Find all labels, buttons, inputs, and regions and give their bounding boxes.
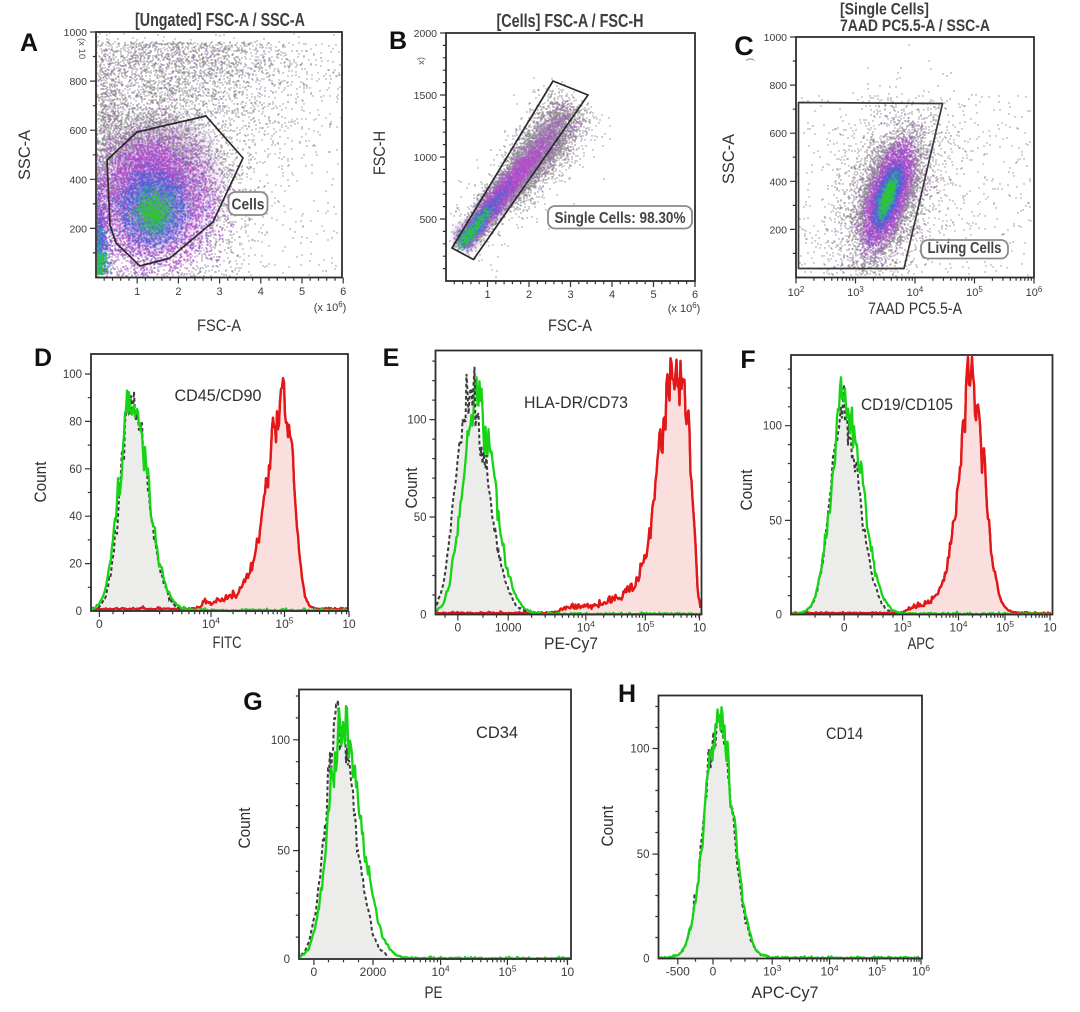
svg-text:0: 0	[454, 621, 461, 635]
svg-text:FSC-A: FSC-A	[548, 316, 593, 335]
svg-text:1000: 1000	[64, 27, 88, 39]
svg-text:APC: APC	[908, 634, 935, 653]
svg-text:CD45/CD90: CD45/CD90	[175, 386, 262, 405]
svg-text:C: C	[734, 31, 754, 61]
svg-text:Count: Count	[402, 467, 421, 508]
svg-text:100: 100	[271, 735, 290, 747]
svg-text:3: 3	[567, 289, 573, 301]
svg-text:600: 600	[769, 128, 787, 140]
svg-text:2000: 2000	[414, 28, 438, 40]
svg-text:100: 100	[763, 421, 782, 433]
svg-text:F: F	[740, 346, 755, 374]
svg-text:50: 50	[414, 512, 427, 524]
svg-text:5: 5	[650, 289, 656, 301]
svg-text:100: 100	[630, 744, 649, 756]
svg-text:APC-Cy7: APC-Cy7	[752, 983, 819, 1002]
svg-text:100: 100	[407, 415, 426, 427]
svg-text:1500: 1500	[414, 90, 438, 102]
svg-text:PE-Cy7: PE-Cy7	[544, 634, 598, 653]
svg-text:0: 0	[96, 617, 103, 631]
svg-text:10: 10	[693, 621, 707, 635]
svg-text:CD19/CD105: CD19/CD105	[861, 395, 953, 414]
svg-text:10: 10	[561, 965, 575, 979]
svg-text:4: 4	[609, 289, 615, 301]
svg-text:3: 3	[217, 286, 223, 298]
svg-text:600: 600	[69, 125, 87, 137]
svg-text:1000: 1000	[495, 621, 522, 635]
svg-text:2000: 2000	[360, 965, 387, 979]
svg-text:[Cells] FSC-A / FSC-H: [Cells] FSC-A / FSC-H	[497, 10, 644, 31]
svg-text:SSC-A: SSC-A	[719, 133, 738, 184]
svg-text:2: 2	[526, 289, 532, 301]
svg-text:1: 1	[484, 289, 490, 301]
svg-text:0: 0	[710, 965, 717, 979]
svg-text:1: 1	[134, 286, 140, 298]
svg-text:CD14: CD14	[826, 724, 863, 743]
svg-text:Cells: Cells	[232, 197, 265, 214]
svg-text:0: 0	[420, 610, 426, 622]
svg-text:0: 0	[841, 621, 848, 635]
svg-text:200: 200	[769, 224, 787, 236]
svg-text:(: (	[746, 58, 756, 61]
svg-text:(x 106): (x 106)	[314, 300, 347, 314]
svg-text:10: 10	[1043, 621, 1057, 635]
svg-text:4: 4	[258, 286, 264, 298]
svg-text:1000: 1000	[414, 152, 438, 164]
svg-text:0: 0	[643, 954, 649, 966]
svg-text:800: 800	[769, 80, 787, 92]
svg-text:6: 6	[340, 286, 346, 298]
svg-text:A: A	[20, 29, 38, 57]
svg-text:Count: Count	[31, 461, 50, 502]
svg-text:60: 60	[69, 464, 82, 476]
svg-text:800: 800	[69, 76, 87, 88]
svg-text:H: H	[618, 680, 636, 708]
svg-text:Count: Count	[598, 805, 617, 846]
svg-text:FSC-A: FSC-A	[197, 316, 242, 335]
svg-text:1000: 1000	[764, 32, 788, 44]
svg-text:500: 500	[419, 214, 437, 226]
svg-text:(x 106): (x 106)	[668, 301, 701, 315]
svg-text:400: 400	[769, 176, 787, 188]
svg-text:6: 6	[692, 289, 698, 301]
svg-text:20: 20	[69, 559, 82, 571]
svg-text:HLA-DR/CD73: HLA-DR/CD73	[524, 393, 628, 412]
svg-text:[Ungated] FSC-A / SSC-A: [Ungated] FSC-A / SSC-A	[135, 9, 305, 30]
svg-text:50: 50	[637, 849, 650, 861]
svg-text:0: 0	[311, 965, 318, 979]
svg-text:FITC: FITC	[213, 633, 242, 652]
svg-text:7AAD PC5.5-A / SSC-A: 7AAD PC5.5-A / SSC-A	[840, 17, 990, 35]
svg-text:50: 50	[277, 846, 290, 858]
svg-text:E: E	[383, 344, 400, 372]
svg-text:-500: -500	[666, 965, 690, 979]
svg-text:7AAD PC5.5-A: 7AAD PC5.5-A	[868, 299, 963, 318]
svg-text:[Single Cells]: [Single Cells]	[840, 1, 929, 19]
svg-text:2: 2	[175, 286, 181, 298]
svg-text:0: 0	[76, 606, 82, 618]
svg-text:CD34: CD34	[476, 723, 518, 742]
svg-text:B: B	[389, 27, 407, 55]
svg-text:Count: Count	[235, 807, 254, 848]
svg-text:5: 5	[299, 286, 305, 298]
svg-text:40: 40	[69, 511, 82, 523]
svg-text:Count: Count	[737, 469, 756, 510]
svg-text:FSC-H: FSC-H	[370, 131, 389, 175]
svg-text:200: 200	[69, 223, 87, 235]
svg-text:PE: PE	[425, 983, 443, 1002]
svg-text:D: D	[34, 344, 52, 372]
svg-text:100: 100	[63, 369, 82, 381]
svg-text:10: 10	[342, 617, 356, 631]
svg-text:(x: (x	[416, 57, 427, 65]
svg-text:400: 400	[69, 174, 87, 186]
svg-text:SSC-A: SSC-A	[15, 129, 34, 180]
svg-text:50: 50	[769, 515, 782, 527]
svg-text:80: 80	[69, 416, 82, 428]
svg-text:Living Cells: Living Cells	[928, 240, 1002, 257]
svg-text:(x 10: (x 10	[76, 38, 87, 59]
svg-text:G: G	[243, 688, 262, 716]
svg-text:0: 0	[284, 954, 290, 966]
svg-text:0: 0	[776, 610, 782, 622]
svg-text:Single Cells: 98.30%: Single Cells: 98.30%	[555, 210, 686, 227]
